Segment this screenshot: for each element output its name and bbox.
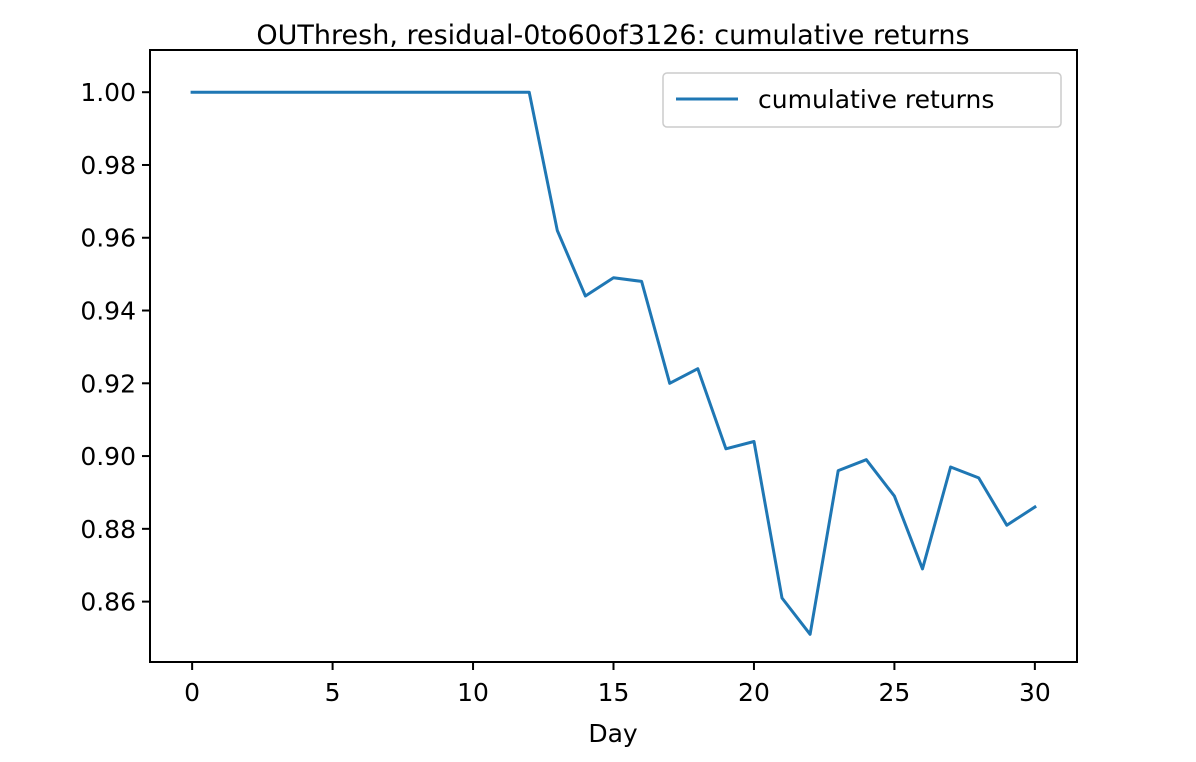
data-point (1033, 505, 1037, 509)
data-point (668, 381, 672, 385)
data-point (724, 447, 728, 451)
data-point (443, 90, 447, 94)
data-point (696, 367, 700, 371)
plot-area-frame (149, 49, 1078, 663)
data-point (949, 465, 953, 469)
data-point (387, 90, 391, 94)
y-tick-label: 1.00 (80, 78, 136, 107)
legend-box (662, 72, 1062, 128)
data-point (246, 90, 250, 94)
data-point (612, 276, 616, 280)
data-point (331, 90, 335, 94)
data-point (359, 90, 363, 94)
data-point (190, 90, 194, 94)
data-point (218, 90, 222, 94)
data-point (752, 440, 756, 444)
x-tick-label: 30 (1019, 678, 1051, 707)
x-axis-label: Day (588, 719, 638, 748)
data-point (780, 596, 784, 600)
data-point (583, 294, 587, 298)
y-tick-label: 0.98 (80, 151, 136, 180)
data-point (640, 279, 644, 283)
series-layer (190, 90, 1037, 636)
data-point (892, 494, 896, 498)
y-tick-label: 0.90 (80, 442, 136, 471)
y-tick-label: 0.92 (80, 369, 136, 398)
legend: cumulative returns (662, 72, 1062, 128)
chart-title: OUThresh, residual-0to60of3126: cumulati… (256, 20, 969, 51)
x-tick-label: 25 (879, 678, 911, 707)
y-axis: 0.86 0.88 0.90 0.92 0.94 0.96 0.98 1.00 (80, 78, 150, 617)
y-tick-label: 0.96 (80, 224, 136, 253)
data-point (274, 90, 278, 94)
data-point (1005, 523, 1009, 527)
data-point (415, 90, 419, 94)
data-point (499, 90, 503, 94)
data-point (555, 229, 559, 233)
data-point (471, 90, 475, 94)
data-point (808, 632, 812, 636)
data-point (977, 476, 981, 480)
data-point (527, 90, 531, 94)
y-tick-label: 0.86 (80, 588, 136, 617)
series-line-0 (190, 90, 1037, 636)
legend-label: cumulative returns (758, 85, 994, 114)
x-tick-label: 0 (184, 678, 200, 707)
x-tick-label: 20 (738, 678, 770, 707)
y-tick-label: 0.88 (80, 515, 136, 544)
data-point (303, 90, 307, 94)
x-axis: 0 5 10 15 20 25 30 (184, 662, 1051, 707)
data-point (836, 469, 840, 473)
y-tick-label: 0.94 (80, 297, 136, 326)
x-tick-label: 15 (598, 678, 630, 707)
x-tick-label: 5 (325, 678, 341, 707)
data-point (921, 567, 925, 571)
x-tick-label: 10 (457, 678, 489, 707)
data-point (864, 458, 868, 462)
